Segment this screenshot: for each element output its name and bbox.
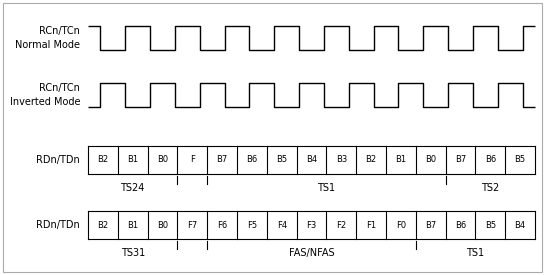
Text: F3: F3 [306, 221, 317, 230]
Text: B2: B2 [98, 155, 108, 164]
Text: F5: F5 [247, 221, 257, 230]
Text: B1: B1 [127, 155, 138, 164]
Text: B6: B6 [246, 155, 258, 164]
Text: B4: B4 [514, 221, 526, 230]
Text: B7: B7 [425, 221, 437, 230]
Text: B5: B5 [514, 155, 526, 164]
Text: RDn/TDn: RDn/TDn [37, 155, 80, 165]
Text: B2: B2 [366, 155, 377, 164]
Text: TS1: TS1 [467, 248, 485, 258]
Text: TS2: TS2 [481, 183, 499, 193]
Text: B1: B1 [127, 221, 138, 230]
Text: B4: B4 [306, 155, 317, 164]
Text: F: F [190, 155, 195, 164]
Text: F6: F6 [217, 221, 227, 230]
Text: F7: F7 [187, 221, 197, 230]
Text: RDn/TDn: RDn/TDn [37, 220, 80, 230]
Text: B5: B5 [485, 221, 496, 230]
Text: F1: F1 [366, 221, 376, 230]
Text: TS31: TS31 [120, 248, 145, 258]
Text: F4: F4 [277, 221, 287, 230]
Text: B7: B7 [216, 155, 228, 164]
Text: B6: B6 [455, 221, 466, 230]
Text: RCn/TCn
Normal Mode: RCn/TCn Normal Mode [15, 26, 80, 50]
Text: FAS/NFAS: FAS/NFAS [289, 248, 334, 258]
Text: F0: F0 [396, 221, 406, 230]
Text: B5: B5 [276, 155, 287, 164]
Text: TS1: TS1 [317, 183, 336, 193]
Text: B0: B0 [157, 221, 168, 230]
Text: B2: B2 [98, 221, 108, 230]
Text: B7: B7 [455, 155, 466, 164]
Text: B0: B0 [425, 155, 436, 164]
Text: RCn/TCn
Inverted Mode: RCn/TCn Inverted Mode [9, 83, 80, 107]
Text: B3: B3 [336, 155, 347, 164]
Text: B6: B6 [485, 155, 496, 164]
Text: B1: B1 [395, 155, 407, 164]
Text: TS24: TS24 [120, 183, 145, 193]
Text: F2: F2 [336, 221, 347, 230]
Text: B0: B0 [157, 155, 168, 164]
